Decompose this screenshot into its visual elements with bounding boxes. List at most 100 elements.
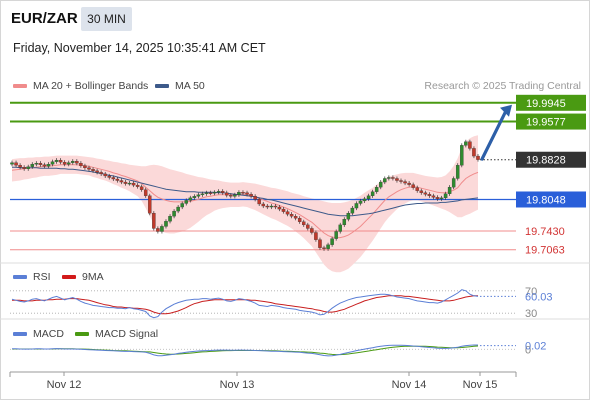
legend-macd-label: MACD [33, 328, 64, 340]
timeframe-button[interactable]: 30 MIN [81, 7, 132, 31]
candle [91, 169, 95, 171]
candle [293, 216, 298, 219]
candle [265, 205, 270, 208]
rsi-swatch-icon [13, 275, 27, 280]
candle [192, 196, 197, 199]
candle [273, 205, 278, 208]
candles [10, 139, 480, 251]
macd-swatch-icon [13, 332, 27, 337]
candle [30, 164, 35, 167]
candle [431, 195, 436, 198]
candle [87, 167, 91, 170]
macd-signal-swatch-icon [75, 332, 89, 337]
research-credit: Research © 2025 Trading Central [424, 80, 581, 92]
candle [326, 244, 330, 249]
candle [127, 182, 132, 185]
ma50-line [12, 166, 479, 217]
current-price-tag [516, 151, 586, 168]
candle [168, 216, 172, 222]
macd-tick-label: 0 [525, 344, 531, 356]
candle [362, 198, 367, 202]
candle [245, 192, 249, 195]
candle [38, 163, 43, 165]
candle [212, 192, 217, 194]
candle [50, 161, 55, 165]
candle [318, 239, 322, 248]
candle [253, 196, 257, 200]
candle [464, 141, 468, 146]
level-label-4: 19.7063 [525, 245, 565, 257]
candle [310, 228, 314, 233]
candle [208, 192, 213, 194]
candle [10, 162, 14, 165]
legend-macd-signal: MACD Signal [75, 328, 158, 340]
ma20-line [11, 164, 479, 239]
candle [95, 170, 99, 173]
candle [83, 165, 87, 168]
time-tick-label: Nov 15 [463, 379, 498, 391]
candle [366, 195, 371, 200]
candle [237, 192, 241, 195]
candle [411, 184, 415, 188]
candle [115, 178, 120, 181]
ma50-swatch-icon [155, 84, 169, 89]
candle [58, 159, 63, 163]
candle [148, 195, 152, 214]
time-tick-label: Nov 14 [392, 379, 427, 391]
candle [472, 148, 476, 157]
candle [423, 192, 428, 195]
candle [277, 206, 282, 210]
level-label-2: 19.8048 [526, 194, 566, 206]
macd-current-label: 0.02 [525, 341, 546, 353]
rsi-current-label: 60.03 [525, 291, 553, 303]
candle [54, 159, 59, 162]
legend-ma20-label: MA 20 + Bollinger Bands [33, 80, 149, 92]
candle [188, 197, 193, 201]
candle [285, 211, 290, 215]
candle [302, 221, 306, 226]
candle [419, 190, 424, 193]
candle [455, 165, 460, 179]
candle [269, 205, 274, 208]
candle [261, 203, 265, 207]
candle [34, 163, 39, 165]
candle [103, 173, 107, 177]
datetime-label: Friday, November 14, 2025 10:35:41 AM CE… [13, 41, 266, 55]
current-price-label: 19.8828 [526, 155, 566, 167]
candle [322, 247, 326, 249]
candle [387, 177, 391, 179]
candle [152, 212, 156, 229]
candle [220, 191, 225, 193]
candle [281, 208, 286, 212]
candle [62, 162, 67, 165]
candle [407, 182, 411, 185]
level-label-0: 19.9945 [526, 98, 566, 110]
candle [172, 210, 176, 217]
candle [399, 180, 403, 182]
candle [374, 187, 379, 192]
candle [18, 165, 22, 168]
candle [334, 231, 338, 239]
candle [143, 189, 148, 196]
candle [476, 155, 480, 160]
candle [184, 200, 188, 204]
bollinger-band [12, 135, 478, 273]
candle [176, 206, 180, 212]
candle [391, 177, 395, 179]
time-tick-label: Nov 12 [47, 379, 82, 391]
legend-rsi-label: RSI [33, 271, 51, 283]
candle [66, 162, 71, 165]
rsi-tick-label: 70 [525, 286, 537, 298]
candle [241, 192, 245, 194]
level-label-1: 19.9577 [526, 117, 566, 129]
symbol-title: EUR/ZAR [11, 10, 78, 27]
rsi-ma-swatch-icon [62, 275, 76, 280]
candle [180, 203, 184, 208]
level-label-3: 19.7430 [525, 226, 565, 238]
candle [216, 191, 221, 193]
candle [415, 187, 419, 191]
candle [378, 181, 383, 188]
candle [354, 203, 359, 209]
candle [358, 200, 363, 204]
